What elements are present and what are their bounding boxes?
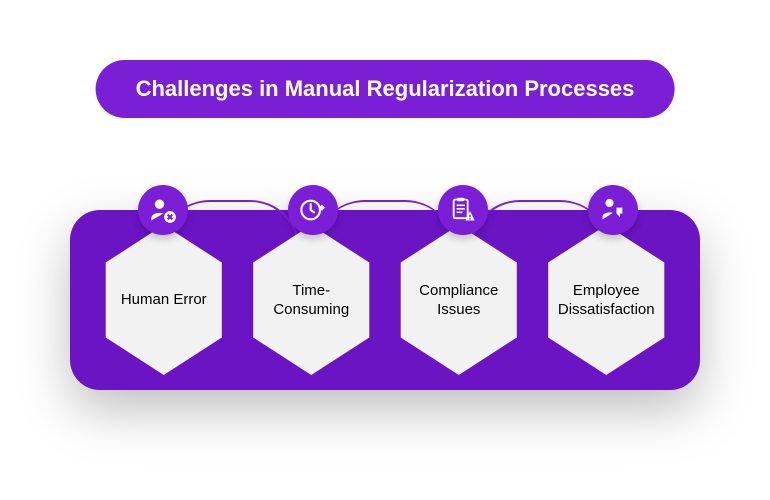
- hex-label: Human Error: [121, 290, 207, 310]
- icon-circle-2: [288, 185, 338, 235]
- hex-label: Employee Dissatisfaction: [557, 281, 656, 320]
- hex-card-3: Compliance Issues: [391, 225, 526, 375]
- hex-label: Compliance Issues: [409, 281, 508, 320]
- hex-row: Human Error Time-Consuming Compliance Is…: [70, 210, 700, 390]
- hex-label: Time-Consuming: [262, 281, 361, 320]
- icon-circle-3: [438, 185, 488, 235]
- diagram-container: Human Error Time-Consuming Compliance Is…: [70, 210, 700, 390]
- clock-arrow-icon: [299, 196, 327, 224]
- person-cross-icon: [149, 196, 177, 224]
- hex-card-2: Time-Consuming: [244, 225, 379, 375]
- icon-circle-1: [138, 185, 188, 235]
- person-thumbs-down-icon: [599, 196, 627, 224]
- clipboard-warning-icon: [449, 196, 477, 224]
- hex-card-1: Human Error: [96, 225, 231, 375]
- icon-circle-4: [588, 185, 638, 235]
- hex-card-4: Employee Dissatisfaction: [539, 225, 674, 375]
- title-pill: Challenges in Manual Regularization Proc…: [96, 60, 675, 118]
